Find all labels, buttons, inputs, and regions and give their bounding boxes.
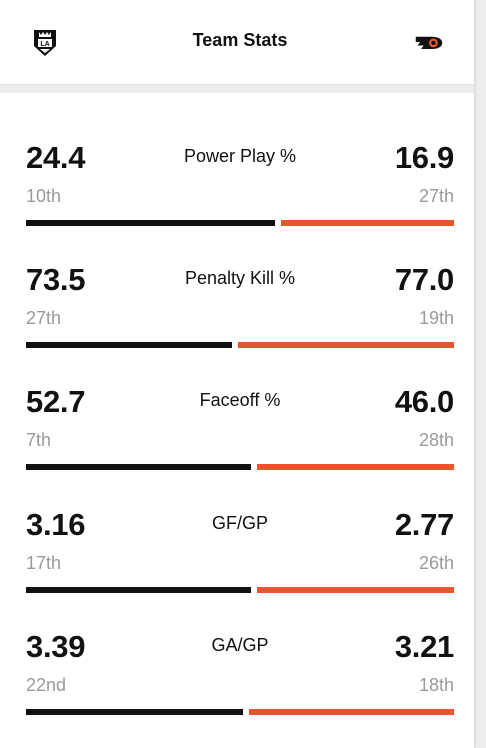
right-team-value: 77.0 bbox=[394, 262, 454, 297]
right-team-value: 2.77 bbox=[394, 507, 454, 542]
left-team-bar bbox=[26, 220, 275, 226]
right-team-bar bbox=[281, 220, 454, 226]
left-team-bar bbox=[26, 342, 232, 348]
left-team-rank: 17th bbox=[26, 553, 62, 573]
stat-label: Faceoff % bbox=[199, 390, 281, 410]
page-title: Team Stats bbox=[192, 30, 288, 50]
left-team-bar bbox=[26, 587, 251, 593]
right-team-bar bbox=[249, 709, 454, 715]
right-team-bar bbox=[257, 587, 454, 593]
header-divider bbox=[0, 85, 474, 93]
left-team-value: 24.4 bbox=[26, 140, 86, 175]
stat-row: 52.7 Faceoff % 46.0 7th 28th bbox=[0, 368, 474, 490]
left-team-bar bbox=[26, 709, 243, 715]
right-team-value: 46.0 bbox=[394, 384, 454, 419]
left-team-value: 52.7 bbox=[26, 384, 86, 419]
left-team-value: 3.16 bbox=[26, 507, 86, 542]
stat-row: 24.4 Power Play % 16.9 10th 27th bbox=[0, 124, 474, 246]
left-team-bar bbox=[26, 464, 251, 470]
right-team-rank: 19th bbox=[418, 308, 454, 328]
left-team-rank: 7th bbox=[26, 430, 52, 450]
svg-text:LA: LA bbox=[40, 41, 49, 48]
right-team-bar bbox=[257, 464, 454, 470]
stat-label: Power Play % bbox=[183, 146, 297, 166]
right-team-rank: 28th bbox=[418, 430, 454, 450]
left-team-rank: 27th bbox=[26, 308, 62, 328]
team-stats-card: LA Team Stats 24.4 Power Play % 16.9 10t… bbox=[0, 0, 474, 748]
right-team-rank: 18th bbox=[418, 675, 454, 695]
right-team-rank: 27th bbox=[418, 186, 454, 206]
stat-label: Penalty Kill % bbox=[184, 268, 296, 288]
left-team-rank: 10th bbox=[26, 186, 62, 206]
stat-row: 3.16 GF/GP 2.77 17th 26th bbox=[0, 491, 474, 613]
stat-row: 3.39 GA/GP 3.21 22nd 18th bbox=[0, 613, 474, 735]
right-team-bar bbox=[238, 342, 454, 348]
left-team-value: 73.5 bbox=[26, 262, 86, 297]
right-team-rank: 26th bbox=[418, 553, 454, 573]
la-kings-logo-icon: LA bbox=[34, 30, 56, 56]
left-team-rank: 22nd bbox=[26, 675, 67, 695]
right-team-value: 16.9 bbox=[394, 140, 454, 175]
philadelphia-flyers-logo-icon bbox=[415, 36, 443, 50]
right-team-value: 3.21 bbox=[394, 629, 454, 664]
stat-label: GA/GP bbox=[211, 635, 269, 655]
card-header: LA Team Stats bbox=[0, 0, 474, 85]
stat-label: GF/GP bbox=[211, 513, 268, 533]
left-team-value: 3.39 bbox=[26, 629, 86, 664]
stat-row: 73.5 Penalty Kill % 77.0 27th 19th bbox=[0, 246, 474, 368]
